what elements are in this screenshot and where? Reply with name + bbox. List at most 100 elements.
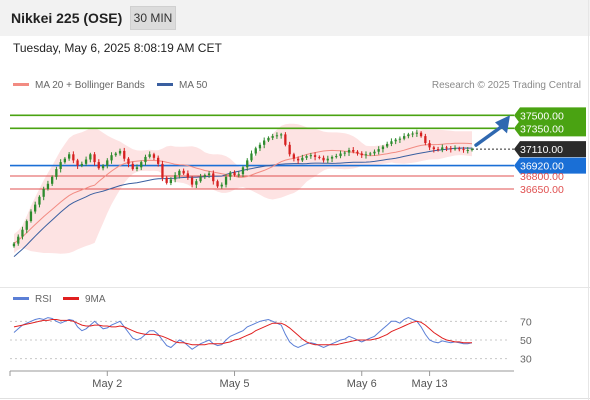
candle-body xyxy=(161,163,164,178)
candle-body xyxy=(114,153,117,156)
candle-body xyxy=(390,141,393,144)
candle-body xyxy=(436,149,440,151)
timeframe-button[interactable]: 30 MIN xyxy=(130,6,176,30)
candle-body xyxy=(80,163,83,166)
candle-body xyxy=(322,157,325,161)
price-label-36800.00: 36800.00 xyxy=(520,171,564,183)
candle-body xyxy=(93,154,96,163)
candle-body xyxy=(373,151,376,154)
candle-body xyxy=(199,176,202,182)
candle-body xyxy=(292,154,295,159)
candle-body xyxy=(250,153,253,161)
candle-body xyxy=(419,132,423,137)
candle-body xyxy=(34,204,37,212)
candle-body xyxy=(381,146,385,150)
candle-body xyxy=(271,136,274,138)
candle-body xyxy=(297,158,300,161)
candle-body xyxy=(101,165,105,169)
candle-body xyxy=(152,154,156,158)
candle-body xyxy=(203,175,206,177)
candle-body xyxy=(335,156,338,158)
price-tag-37350.00 xyxy=(514,120,586,137)
candle-body xyxy=(224,176,228,185)
candle-body xyxy=(72,154,75,161)
candle-body xyxy=(123,150,126,159)
candle-body xyxy=(352,150,355,152)
candle-body xyxy=(174,175,177,180)
candle-body xyxy=(106,160,109,166)
right-border xyxy=(588,0,589,400)
rsi-line xyxy=(13,317,473,350)
legend-item-9ma: 9MA xyxy=(63,294,106,305)
candle-body xyxy=(55,169,58,177)
ma9-swatch xyxy=(63,296,79,300)
candle-body xyxy=(84,159,88,164)
price-label-36650.00: 36650.00 xyxy=(520,184,564,196)
candle-body xyxy=(212,173,215,182)
candle-body xyxy=(347,150,351,153)
candle-body xyxy=(458,148,461,150)
candle-body xyxy=(398,138,401,140)
candle-body xyxy=(207,173,211,176)
bollinger-band xyxy=(14,123,472,254)
candle-body xyxy=(29,211,33,221)
instrument-title: Nikkei 225 (OSE) xyxy=(11,10,123,26)
price-tag-36920.00 xyxy=(514,157,586,174)
candle-body xyxy=(267,137,270,141)
rsi-tick-label: 30 xyxy=(520,354,532,366)
candle-body xyxy=(169,179,172,183)
candle-body xyxy=(432,147,435,150)
candle-body xyxy=(220,184,223,187)
candle-body xyxy=(195,181,198,185)
candle-body xyxy=(466,150,469,151)
candle-body xyxy=(42,189,45,197)
candle-body xyxy=(403,136,406,139)
candle-body xyxy=(140,162,143,168)
candle-body xyxy=(157,157,160,164)
candle-body xyxy=(118,150,122,154)
legend-item-ma50: MA 50 xyxy=(157,80,207,91)
rsi-9ma-line xyxy=(13,319,472,346)
candle-body xyxy=(313,155,317,157)
ma50-swatch xyxy=(157,82,173,86)
candle-body xyxy=(233,172,236,176)
candle-body xyxy=(326,158,329,161)
ma20-line xyxy=(13,142,473,244)
candle-body xyxy=(356,151,359,154)
candle-body xyxy=(63,158,66,163)
candle-body xyxy=(280,134,283,136)
candle-body xyxy=(258,144,262,149)
price-label-37350.00: 37350.00 xyxy=(520,123,564,135)
rsi-tick-label: 70 xyxy=(520,316,532,328)
chart-header: Nikkei 225 (OSE) 30 MIN xyxy=(0,0,590,36)
legend-label-ma50: MA 50 xyxy=(179,80,208,91)
candle-body xyxy=(21,229,24,237)
panel-divider xyxy=(0,287,590,288)
candle-body xyxy=(241,167,245,175)
candle-body xyxy=(135,167,139,169)
candle-body xyxy=(182,170,185,174)
projection-arrow-shaft xyxy=(474,124,504,147)
legend-label-ma20: MA 20 + Bollinger Bands xyxy=(35,80,145,91)
candle-body xyxy=(237,174,240,176)
candle-body xyxy=(178,170,181,176)
candle-body xyxy=(38,196,41,205)
candle-body xyxy=(165,177,168,183)
candle-body xyxy=(46,183,50,189)
candle-body xyxy=(127,158,130,164)
candle-body xyxy=(377,149,380,152)
candle-body xyxy=(394,139,397,142)
candle-body xyxy=(216,181,219,187)
price-label-37110.00: 37110.00 xyxy=(520,144,563,156)
projection-arrow-head xyxy=(495,115,510,134)
candle-body xyxy=(318,156,321,158)
candle-body xyxy=(364,154,368,156)
candle-body xyxy=(462,149,465,151)
ma20-swatch xyxy=(13,82,29,86)
candle-body xyxy=(343,152,346,154)
candle-body xyxy=(415,132,418,134)
candle-body xyxy=(441,147,444,150)
candle-body xyxy=(386,143,389,147)
candle-body xyxy=(424,136,427,143)
